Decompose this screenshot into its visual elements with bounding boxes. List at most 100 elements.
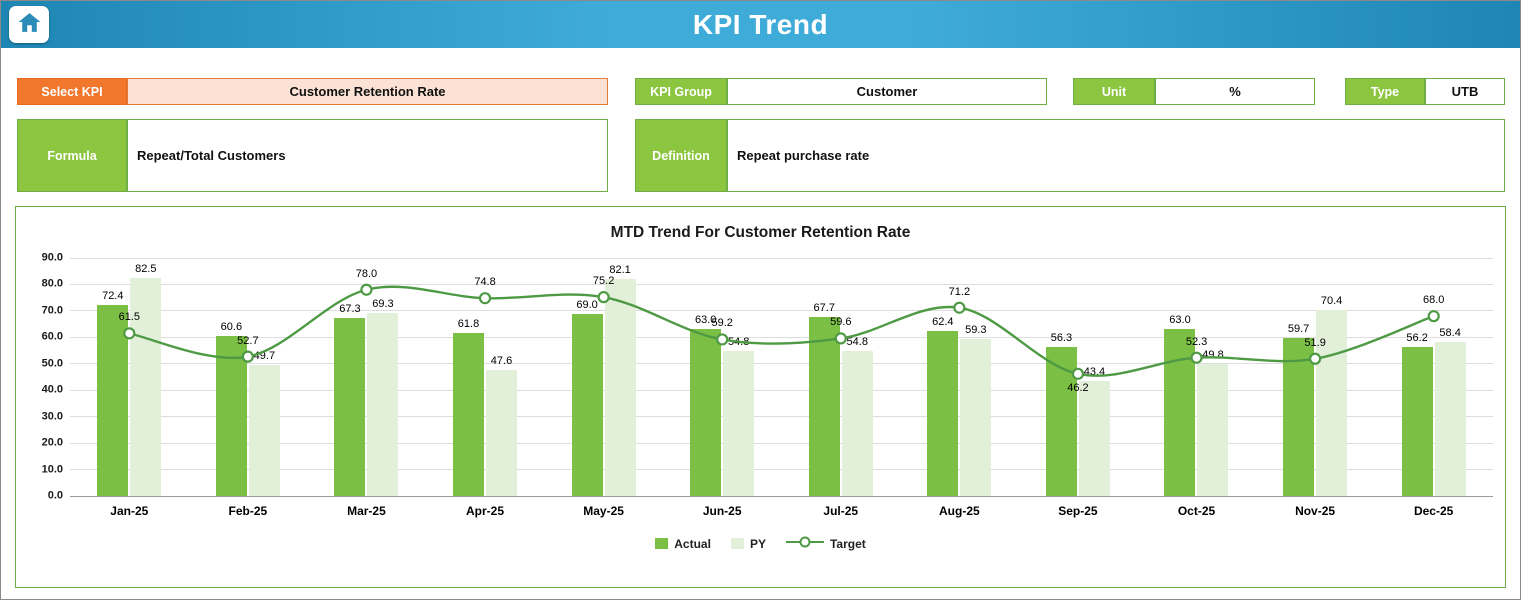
actual-data-label: 62.4 <box>932 316 954 328</box>
y-tick-label: 20.0 <box>41 436 63 449</box>
y-tick-label: 60.0 <box>41 330 63 343</box>
actual-data-label: 59.7 <box>1287 323 1310 336</box>
x-tick-label: Nov-25 <box>1295 504 1336 518</box>
target-data-label: 68.0 <box>1422 294 1445 307</box>
actual-bar <box>927 331 959 496</box>
select-kpi-dropdown[interactable]: Customer Retention Rate <box>127 78 608 105</box>
actual-data-label: 72.4 <box>102 289 124 302</box>
py-barwrap: 43.4 <box>1078 258 1110 496</box>
py-data-label: 69.3 <box>372 297 394 310</box>
bar-group: 60.6 49.7 <box>189 258 308 496</box>
legend-label-target: Target <box>829 536 866 551</box>
py-swatch-icon <box>730 538 744 549</box>
py-barwrap: 54.8 <box>841 258 873 496</box>
bar-group: 56.3 43.4 <box>1019 258 1138 496</box>
actual-barwrap: 67.3 <box>334 258 366 496</box>
formula-definition-row: Formula Repeat/Total Customers Definitio… <box>17 119 1505 192</box>
py-barwrap: 47.6 <box>486 258 518 496</box>
x-tick-label: Dec-25 <box>1413 504 1454 518</box>
actual-barwrap: 59.7 <box>1283 258 1315 496</box>
type-label: Type <box>1345 78 1425 105</box>
y-tick-label: 70.0 <box>41 304 63 317</box>
actual-data-label: 69.0 <box>576 298 598 311</box>
py-bar <box>248 364 280 496</box>
bar-group: 67.7 54.8 <box>781 258 900 496</box>
py-barwrap: 69.3 <box>367 258 399 496</box>
py-barwrap: 70.4 <box>1316 258 1348 496</box>
actual-data-label: 63.0 <box>1169 314 1191 327</box>
x-tick-label: Mar-25 <box>347 504 386 518</box>
py-bar <box>1078 381 1110 496</box>
legend-item-py: PY <box>730 536 766 551</box>
y-tick-label: 80.0 <box>41 277 63 290</box>
gridline <box>70 495 1493 497</box>
py-bar <box>960 339 992 496</box>
bar-group: 59.7 70.4 <box>1256 258 1375 496</box>
x-tick-label: Feb-25 <box>228 504 268 518</box>
y-axis: 0.0 10.0 20.0 30.0 40.0 50.0 60.0 70.0 80.0 90.0 <box>24 252 70 501</box>
home-button[interactable] <box>9 6 49 43</box>
actual-data-label: 56.3 <box>1050 332 1073 345</box>
formula-label: Formula <box>17 119 127 192</box>
legend-item-target: Target <box>785 536 866 551</box>
y-tick-label: 0.0 <box>47 489 63 502</box>
gridline <box>70 442 1493 444</box>
actual-bar <box>334 318 366 496</box>
gridline <box>70 469 1493 471</box>
y-tick-label: 10.0 <box>41 463 63 476</box>
chart-area: 0.0 10.0 20.0 30.0 40.0 50.0 60.0 70.0 80.0 90.0 … <box>24 252 1493 501</box>
unit-value: % <box>1155 78 1315 105</box>
py-data-label: 59.3 <box>965 324 987 337</box>
py-bar <box>367 312 399 496</box>
py-barwrap: 49.7 <box>248 258 280 496</box>
unit-label: Unit <box>1073 78 1155 105</box>
target-data-label: 52.7 <box>237 334 259 347</box>
legend-label-actual: Actual <box>674 536 711 551</box>
legend-label-py: PY <box>749 536 766 551</box>
actual-bar <box>453 332 485 496</box>
actual-bar <box>1283 338 1315 496</box>
py-data-label: 54.8 <box>846 336 868 349</box>
actual-barwrap: 63.0 <box>1164 258 1196 496</box>
y-tick-label: 90.0 <box>41 251 63 264</box>
legend-item-actual: Actual <box>655 537 711 551</box>
py-data-label: 47.6 <box>490 355 513 368</box>
target-data-label: 59.6 <box>830 316 852 329</box>
chart-title: MTD Trend For Customer Retention Rate <box>610 224 911 241</box>
py-barwrap: 82.1 <box>604 258 636 496</box>
actual-data-label: 61.8 <box>457 317 480 330</box>
definition-label: Definition <box>635 119 727 192</box>
actual-data-label: 67.7 <box>813 301 835 314</box>
type-value: UTB <box>1425 78 1505 105</box>
py-data-label: 49.7 <box>253 349 276 362</box>
py-barwrap: 82.5 <box>130 258 162 496</box>
y-tick-label: 40.0 <box>41 383 63 396</box>
app-header: KPI Trend <box>1 1 1520 48</box>
py-data-label: 49.8 <box>1202 349 1224 362</box>
actual-bar <box>690 329 722 496</box>
definition-value: Repeat purchase rate <box>727 119 1505 192</box>
x-tick-label: May-25 <box>583 504 624 518</box>
kpi-group-label: KPI Group <box>635 78 727 105</box>
actual-swatch-icon <box>655 538 669 549</box>
py-bar <box>1197 364 1229 496</box>
target-data-label: 71.2 <box>948 285 971 298</box>
target-line-icon <box>785 536 824 551</box>
target-data-label: 59.2 <box>711 317 733 330</box>
py-bar <box>723 351 755 496</box>
actual-barwrap: 61.8 <box>453 258 485 496</box>
actual-data-label: 67.3 <box>339 303 361 316</box>
actual-barwrap: 60.6 <box>215 258 247 496</box>
py-data-label: 82.5 <box>135 262 157 275</box>
target-data-label: 78.0 <box>355 267 378 280</box>
bar-group: 69.0 82.1 <box>544 258 663 496</box>
actual-bar <box>97 304 129 496</box>
py-data-label: 54.8 <box>727 336 750 349</box>
actual-barwrap: 56.3 <box>1045 258 1077 496</box>
gridline <box>70 257 1493 259</box>
gridline <box>70 283 1493 285</box>
chart-legend: Actual PY Target <box>16 536 1505 551</box>
y-tick-label: 30.0 <box>41 410 63 423</box>
py-bar <box>1434 341 1466 496</box>
